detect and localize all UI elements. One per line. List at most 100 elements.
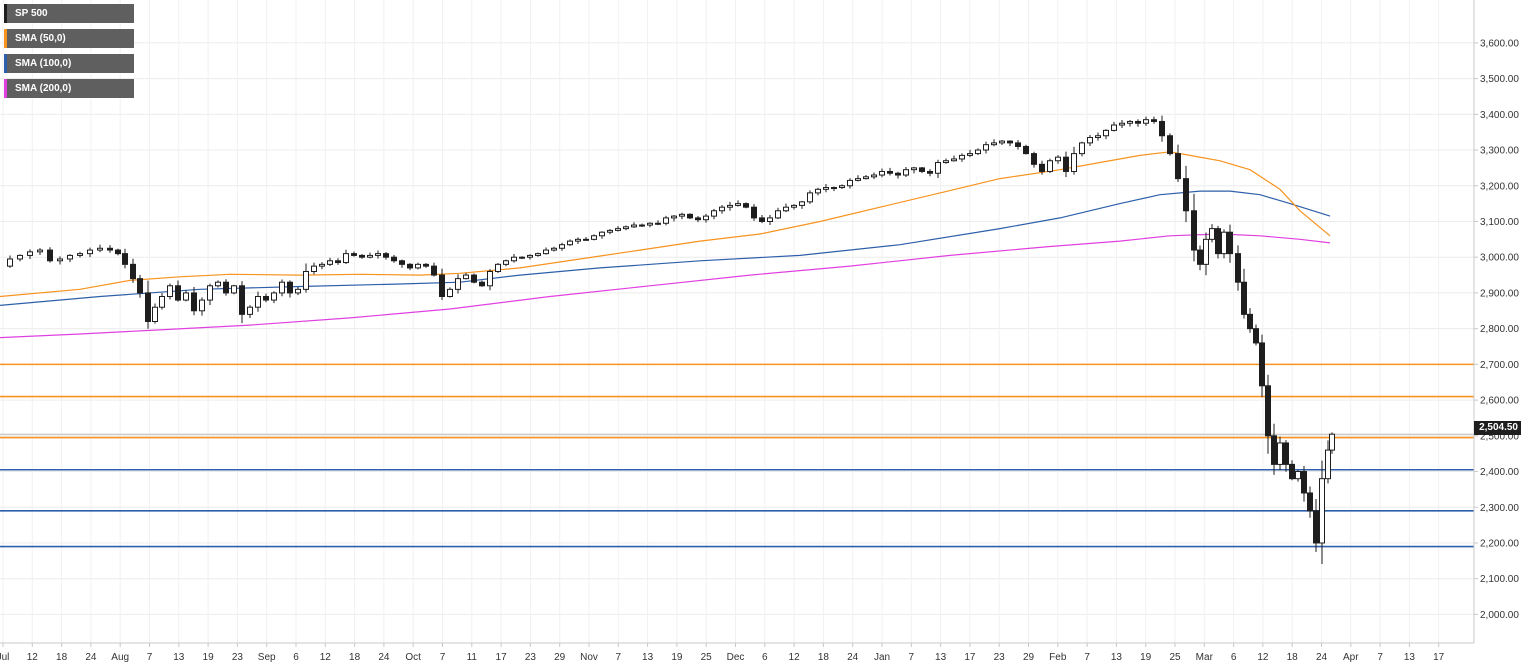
last-price-label: 2,504.50 xyxy=(1474,421,1521,435)
candle-down xyxy=(471,274,477,283)
candle-down xyxy=(1023,145,1029,155)
candle-up xyxy=(375,253,381,256)
candle-down xyxy=(423,263,429,267)
candle-up xyxy=(295,288,301,294)
candle-up xyxy=(991,142,997,146)
candle-up xyxy=(671,215,677,219)
candle-up xyxy=(1277,442,1283,465)
x-tick-label: 18 xyxy=(56,652,68,663)
candle-down xyxy=(695,217,701,221)
y-tick-label: 2,200.00 xyxy=(1480,538,1519,549)
candle-up xyxy=(183,292,189,301)
candle-down xyxy=(1063,156,1069,172)
candle-up xyxy=(1319,478,1325,544)
candle-down xyxy=(1265,385,1271,437)
candle-down xyxy=(1183,178,1189,212)
candle-up xyxy=(823,187,829,190)
legend-item-sma50[interactable]: SMA (50,0) xyxy=(4,29,134,48)
candle-up xyxy=(207,285,213,301)
candle-up xyxy=(271,292,277,301)
x-tick-label: 13 xyxy=(1404,652,1416,663)
legend-label: SP 500 xyxy=(15,8,48,19)
y-tick-label: 3,100.00 xyxy=(1480,217,1519,228)
candle-down xyxy=(107,247,113,251)
x-tick-label: 19 xyxy=(203,652,215,663)
x-tick-label: 18 xyxy=(349,652,361,663)
x-tick-label: 29 xyxy=(554,652,566,663)
candle-up xyxy=(959,154,965,160)
x-tick-label: Oct xyxy=(405,652,421,663)
candle-up xyxy=(247,306,253,315)
candle-up xyxy=(663,217,669,224)
candle-down xyxy=(137,278,143,294)
y-tick-label: 2,500.00 xyxy=(1480,431,1519,442)
candle-up xyxy=(463,274,469,280)
candle-up xyxy=(551,247,557,251)
plot-background xyxy=(0,0,1474,643)
candle-up xyxy=(567,240,573,246)
candle-up xyxy=(77,253,83,256)
candle-up xyxy=(831,187,837,190)
candle-up xyxy=(535,253,541,256)
candle-up xyxy=(27,251,33,256)
candle-up xyxy=(1111,124,1117,131)
candle-down xyxy=(895,172,901,176)
x-tick-label: 18 xyxy=(1287,652,1299,663)
candle-up xyxy=(767,217,773,222)
candle-up xyxy=(37,249,43,253)
candle-up xyxy=(1095,135,1101,139)
candle-up xyxy=(495,263,501,272)
candle-up xyxy=(903,169,909,176)
x-tick-label: 25 xyxy=(1169,652,1181,663)
candle-down xyxy=(1031,153,1037,165)
candle-up xyxy=(487,270,493,287)
x-tick-label: 11 xyxy=(467,652,478,663)
candle-up xyxy=(1119,122,1125,126)
candle-down xyxy=(1307,492,1313,512)
candle-up xyxy=(879,170,885,176)
legend-item-sma200[interactable]: SMA (200,0) xyxy=(4,79,134,98)
horizontal-levels xyxy=(0,363,1474,548)
legend-swatch xyxy=(4,79,7,98)
candle-up xyxy=(1103,129,1109,137)
legend-item-sma100[interactable]: SMA (100,0) xyxy=(4,54,134,73)
x-tick-label: Mar xyxy=(1196,652,1214,663)
candle-up xyxy=(67,254,73,260)
candle-up xyxy=(631,224,637,228)
candle-down xyxy=(223,281,229,294)
y-tick-label: 3,300.00 xyxy=(1480,146,1519,157)
x-tick-label: 12 xyxy=(1257,652,1269,663)
x-tick-label: 23 xyxy=(525,652,537,663)
x-tick-label: Jan xyxy=(874,652,890,663)
candle-down xyxy=(351,253,357,256)
legend-label: SMA (200,0) xyxy=(15,83,72,94)
candle-down xyxy=(1259,342,1265,387)
candle-up xyxy=(527,254,533,258)
candle-down xyxy=(887,170,893,174)
x-tick-label: 13 xyxy=(642,652,654,663)
legend-item-sp500[interactable]: SP 500 xyxy=(4,4,134,23)
candle-up xyxy=(1203,238,1209,265)
x-tick-label: Nov xyxy=(580,652,598,663)
x-tick-label: 6 xyxy=(293,652,299,663)
candle-down xyxy=(1191,210,1197,251)
candle-up xyxy=(951,158,957,162)
candle-down xyxy=(1197,249,1203,265)
time-axis-ticks: Jul 12 18 24 Aug 7 13 19 23 Sep 6 12 18 24 Oct 7 11 17 23 2… xyxy=(0,643,1445,663)
candle-up xyxy=(159,295,165,308)
candle-down xyxy=(191,292,197,312)
candle-up xyxy=(519,256,525,259)
candle-down xyxy=(1039,163,1045,172)
candle-down xyxy=(439,274,445,297)
candle-up xyxy=(97,247,103,251)
candle-down xyxy=(399,260,405,265)
candle-down xyxy=(1235,253,1241,283)
candle-up xyxy=(57,258,63,262)
y-tick-label: 2,400.00 xyxy=(1480,467,1519,478)
candle-up xyxy=(775,210,781,219)
candle-down xyxy=(1301,471,1307,494)
candle-up xyxy=(847,179,853,187)
candle-up xyxy=(511,256,517,262)
candle-up xyxy=(279,281,285,294)
